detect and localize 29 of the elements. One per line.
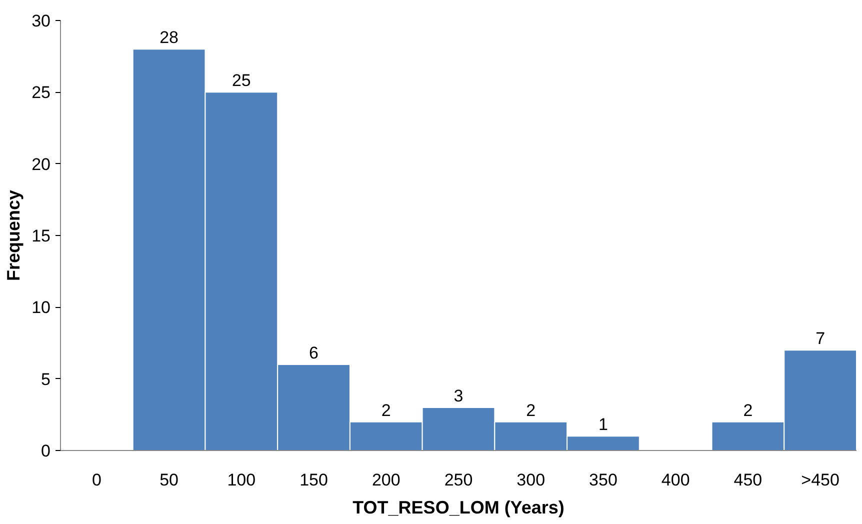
data-label: 2 xyxy=(526,400,536,420)
data-label: 7 xyxy=(816,329,826,348)
x-tick-label: 250 xyxy=(444,470,473,490)
data-label: 6 xyxy=(309,344,319,362)
data-label: 2 xyxy=(381,400,391,420)
y-tick-label: 10 xyxy=(32,298,51,318)
x-tick-label: 300 xyxy=(516,470,546,490)
y-tick-label: 20 xyxy=(32,154,51,174)
x-tick-label: 50 xyxy=(160,470,179,490)
x-axis-title: TOT_RESO_LOM (Years) xyxy=(352,498,564,518)
y-tick-label: 5 xyxy=(41,370,51,389)
y-tick-label: 15 xyxy=(32,226,51,246)
data-label: 28 xyxy=(160,28,179,48)
x-tick-label: 350 xyxy=(589,470,618,490)
x-tick-label: 450 xyxy=(734,470,762,490)
x-tick-label: 400 xyxy=(661,470,690,490)
data-label: 3 xyxy=(454,386,464,406)
x-tick-label: 100 xyxy=(227,470,256,490)
x-tick-label: >450 xyxy=(801,470,840,490)
y-axis-title: Frequency xyxy=(4,190,24,282)
x-tick-label: 150 xyxy=(300,470,328,490)
y-tick-label: 25 xyxy=(32,83,51,102)
data-label: 2 xyxy=(743,400,753,420)
data-label: 1 xyxy=(598,415,608,434)
y-tick-label: 30 xyxy=(32,12,51,30)
x-tick-label: 200 xyxy=(372,470,400,490)
x-tick-label: 0 xyxy=(92,470,102,490)
data-label: 25 xyxy=(232,71,251,90)
y-tick-label: 0 xyxy=(41,442,51,460)
